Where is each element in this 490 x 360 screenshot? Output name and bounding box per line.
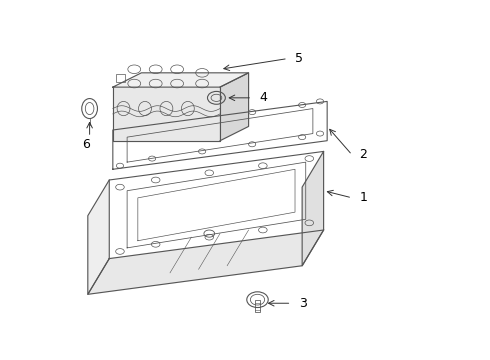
Polygon shape	[88, 180, 109, 294]
Polygon shape	[88, 230, 323, 294]
Text: 6: 6	[82, 138, 90, 151]
Bar	[117, 74, 125, 82]
Polygon shape	[302, 152, 323, 266]
Text: 5: 5	[295, 52, 303, 65]
Text: 3: 3	[298, 297, 306, 310]
Polygon shape	[113, 87, 220, 141]
Bar	[255, 300, 260, 312]
Text: 1: 1	[359, 192, 367, 204]
Polygon shape	[113, 73, 248, 87]
Text: 4: 4	[259, 91, 267, 104]
Polygon shape	[220, 73, 248, 141]
Text: 2: 2	[359, 148, 367, 162]
